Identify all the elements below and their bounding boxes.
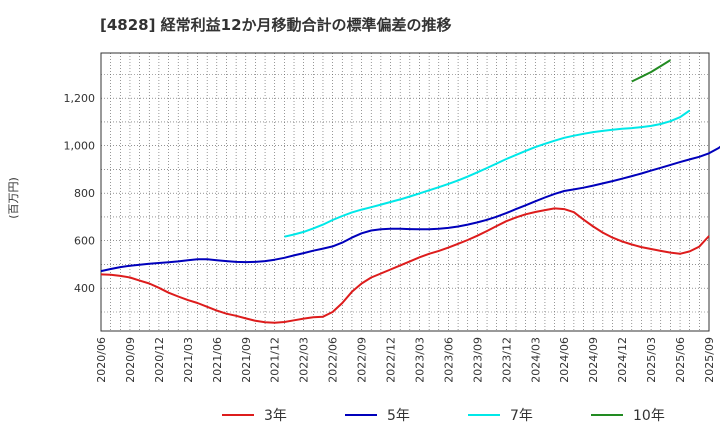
series-line [100,207,710,324]
x-tick-label: 2022/12 [385,337,398,383]
x-tick-label: 2023/03 [413,337,426,383]
chart-title: [4828] 経常利益12か月移動合計の標準偏差の推移 [100,16,452,34]
series-line [100,145,720,273]
x-tick-label: 2020/09 [124,337,137,383]
x-tick-label: 2021/09 [240,337,253,383]
y-axis-ticks: 400 600 800 1,000 1,200 [64,92,96,295]
x-tick-label: 2020/06 [95,337,108,383]
series-line [631,59,671,83]
x-tick-label: 2025/09 [703,337,716,383]
grid [101,53,709,331]
y-tick-label: 600 [74,235,95,248]
plot-frame [100,52,710,332]
legend-label: 7年 [510,408,533,424]
x-tick-label: 2024/03 [529,337,542,383]
y-tick-label: 400 [74,282,95,295]
x-tick-label: 2025/06 [674,337,687,383]
legend-label: 10年 [633,408,665,424]
legend: 3年 5年 7年 10年 [222,408,665,424]
y-tick-label: 1,000 [64,140,96,153]
x-tick-label: 2022/09 [356,337,369,383]
x-tick-label: 2024/06 [558,337,571,383]
x-tick-label: 2021/12 [269,337,282,383]
y-tick-label: 1,200 [64,92,96,105]
x-tick-label: 2024/09 [587,337,600,383]
x-tick-label: 2021/06 [211,337,224,383]
legend-label: 5年 [387,408,410,424]
x-tick-label: 2020/12 [153,337,166,383]
y-axis-label: (百万円) [7,177,20,219]
x-tick-label: 2022/06 [327,337,340,383]
x-tick-label: 2022/03 [298,337,311,383]
x-tick-label: 2023/12 [500,337,513,383]
x-tick-label: 2024/12 [616,337,629,383]
x-axis-ticks: 2020/06 2020/09 2020/12 2021/03 2021/06 2021/… [95,337,716,383]
x-tick-label: 2023/06 [442,337,455,383]
legend-label: 3年 [264,408,287,424]
x-tick-label: 2023/09 [471,337,484,383]
y-tick-label: 800 [74,187,95,200]
x-tick-label: 2021/03 [182,337,195,383]
series-line [284,109,691,238]
x-tick-label: 2025/03 [645,337,658,383]
series-lines [100,59,720,324]
